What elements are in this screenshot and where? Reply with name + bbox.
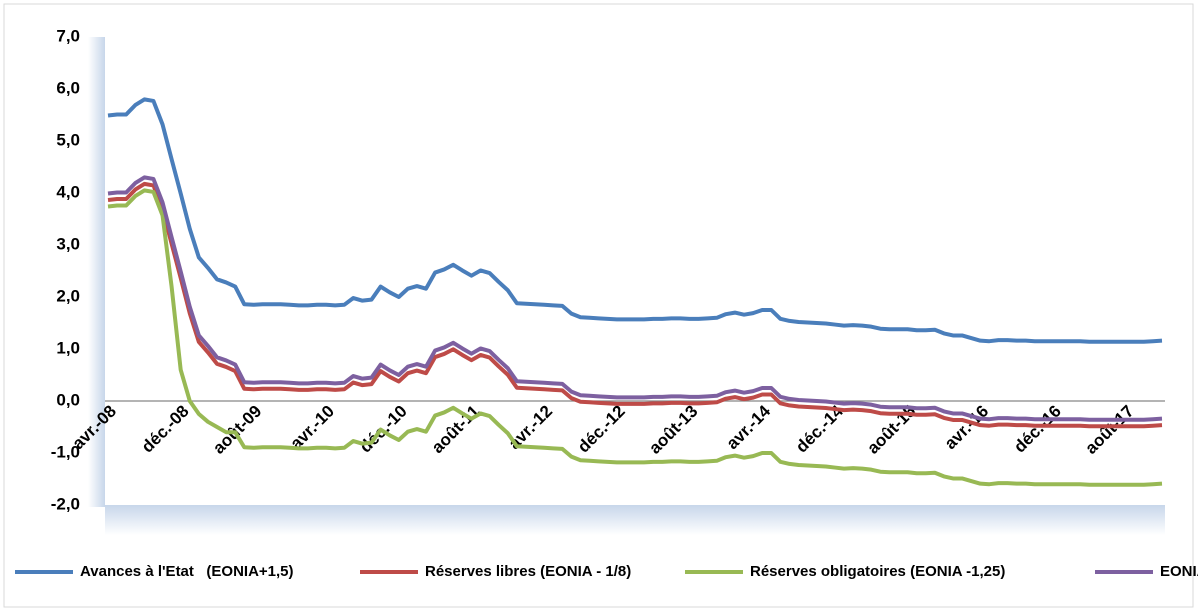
y-tick-label: 3,0: [56, 234, 80, 253]
series-line: [107, 188, 1163, 487]
y-tick-label: 5,0: [56, 130, 80, 149]
y-tick-label: -2,0: [51, 494, 80, 513]
plot-shadow: [88, 37, 105, 507]
series-line: [107, 175, 1163, 422]
series-line: [107, 181, 1163, 429]
y-tick-label: 1,0: [56, 338, 80, 357]
y-tick-label: 0,0: [56, 390, 80, 409]
legend-label: Avances à l'Etat (EONIA+1,5): [80, 563, 294, 580]
legend-label: EONIA: [1160, 563, 1198, 580]
legend-label: Réserves libres (EONIA - 1/8): [425, 563, 631, 580]
plot-area: [105, 37, 1165, 505]
y-tick-label: 2,0: [56, 286, 80, 305]
y-tick-label: 6,0: [56, 78, 80, 97]
series-line: [107, 97, 1163, 344]
legend-label: Réserves obligatoires (EONIA -1,25): [750, 563, 1005, 580]
plot-shadow: [105, 505, 1165, 535]
y-tick-label: 7,0: [56, 26, 80, 45]
y-tick-label: 4,0: [56, 182, 80, 201]
y-tick-label: -1,0: [51, 442, 80, 461]
